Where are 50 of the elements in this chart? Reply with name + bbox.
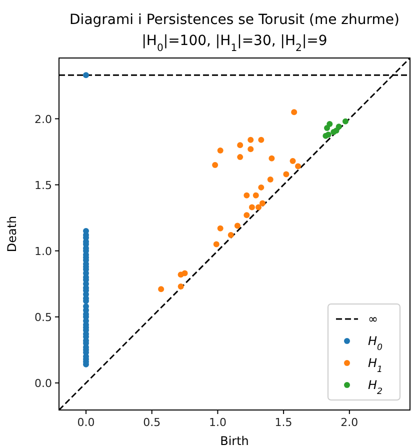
x-tick-label: 1.5: [274, 416, 292, 429]
y-axis-title: Death: [5, 216, 19, 252]
point: [212, 162, 218, 168]
point: [182, 270, 188, 276]
point: [256, 204, 262, 210]
legend-label: H$_{2}$: [368, 378, 383, 397]
point: [342, 118, 348, 124]
chart-title: Diagrami i Persistences se Torusit (me zhurme): [70, 12, 400, 28]
point: [325, 132, 332, 138]
y-tick-label: 1.0: [34, 244, 52, 258]
x-tick-label: 2.0: [340, 416, 358, 429]
legend-label: ∞: [368, 312, 378, 326]
chart-subtitle: |H$_{0}$|=100, |H$_{1}$|=30, |H$_{2}$|=9: [142, 33, 328, 54]
point: [333, 128, 340, 134]
point: [248, 146, 254, 152]
point: [267, 176, 274, 183]
point: [217, 147, 224, 154]
point: [217, 225, 224, 232]
point: [244, 192, 250, 198]
point: [291, 109, 298, 116]
point: [326, 121, 333, 128]
point: [83, 72, 89, 78]
point: [244, 212, 250, 218]
point: [252, 192, 259, 198]
point: [237, 142, 244, 148]
legend-label: H$_{1}$: [368, 356, 383, 375]
y-tick-label: 0.5: [34, 310, 52, 324]
y-tick-label: 2.0: [34, 112, 52, 126]
point: [248, 204, 255, 210]
legend-label: H$_{0}$: [368, 334, 384, 353]
point: [290, 158, 296, 164]
point: [237, 154, 244, 160]
point: [258, 184, 264, 190]
point: [213, 241, 220, 248]
x-tick-label: 0.0: [77, 416, 95, 429]
y-tick-label: 1.5: [34, 178, 52, 192]
point: [295, 163, 302, 170]
point: [228, 232, 234, 238]
point: [158, 286, 164, 292]
x-tick-label: 1.0: [208, 416, 226, 429]
point: [259, 200, 266, 206]
x-axis-title: Birth: [220, 434, 249, 448]
x-tick-label: 0.5: [143, 416, 161, 429]
point: [178, 284, 184, 290]
y-tick-label: 0.0: [34, 376, 52, 390]
point: [234, 222, 240, 229]
point: [283, 171, 290, 178]
point: [268, 155, 275, 162]
point: [248, 136, 254, 143]
point: [258, 136, 264, 143]
